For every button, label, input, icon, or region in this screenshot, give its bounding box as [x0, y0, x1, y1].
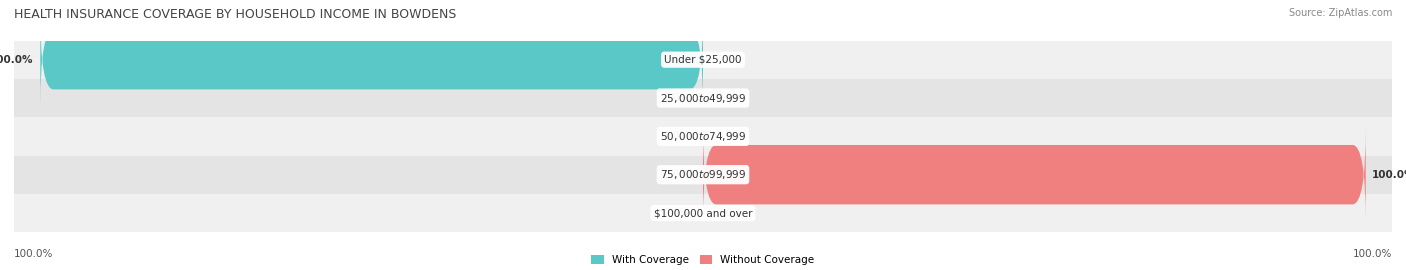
Text: $50,000 to $74,999: $50,000 to $74,999	[659, 130, 747, 143]
Bar	[14, 79, 1392, 117]
FancyBboxPatch shape	[41, 13, 703, 107]
Text: $100,000 and over: $100,000 and over	[654, 208, 752, 218]
Bar	[14, 156, 1392, 194]
Text: 0.0%: 0.0%	[716, 93, 742, 103]
Text: HEALTH INSURANCE COVERAGE BY HOUSEHOLD INCOME IN BOWDENS: HEALTH INSURANCE COVERAGE BY HOUSEHOLD I…	[14, 8, 457, 21]
Text: 0.0%: 0.0%	[716, 55, 742, 65]
Text: 100.0%: 100.0%	[1372, 170, 1406, 180]
Text: Source: ZipAtlas.com: Source: ZipAtlas.com	[1288, 8, 1392, 18]
Text: 100.0%: 100.0%	[1353, 249, 1392, 259]
Text: 100.0%: 100.0%	[14, 249, 53, 259]
Bar	[14, 117, 1392, 156]
Text: 100.0%: 100.0%	[0, 55, 34, 65]
Text: $25,000 to $49,999: $25,000 to $49,999	[659, 92, 747, 104]
Text: 0.0%: 0.0%	[716, 131, 742, 141]
Bar	[14, 194, 1392, 232]
Text: $75,000 to $99,999: $75,000 to $99,999	[659, 168, 747, 181]
Text: 0.0%: 0.0%	[716, 208, 742, 218]
Legend: With Coverage, Without Coverage: With Coverage, Without Coverage	[588, 251, 818, 269]
Text: Under $25,000: Under $25,000	[664, 55, 742, 65]
Text: 0.0%: 0.0%	[664, 208, 690, 218]
Text: 0.0%: 0.0%	[664, 93, 690, 103]
Bar	[14, 40, 1392, 79]
Text: 0.0%: 0.0%	[664, 131, 690, 141]
FancyBboxPatch shape	[703, 128, 1365, 222]
Text: 0.0%: 0.0%	[664, 170, 690, 180]
